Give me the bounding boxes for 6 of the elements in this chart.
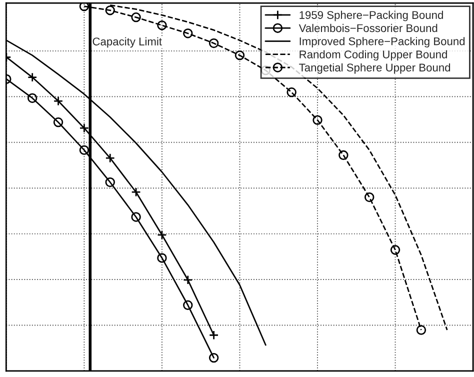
legend-label: Tangetial Sphere Upper Bound	[299, 63, 450, 74]
annotation: Capacity Limit	[92, 37, 162, 48]
legend-label: 1959 Sphere−Packing Bound	[300, 10, 443, 22]
legend-label: Valembois−Fossorier Bound	[298, 24, 438, 32]
legend-label: Improved Sphere−Packing Bound	[300, 37, 465, 48]
legend-label: Random Coding Upper Bound	[300, 50, 447, 61]
